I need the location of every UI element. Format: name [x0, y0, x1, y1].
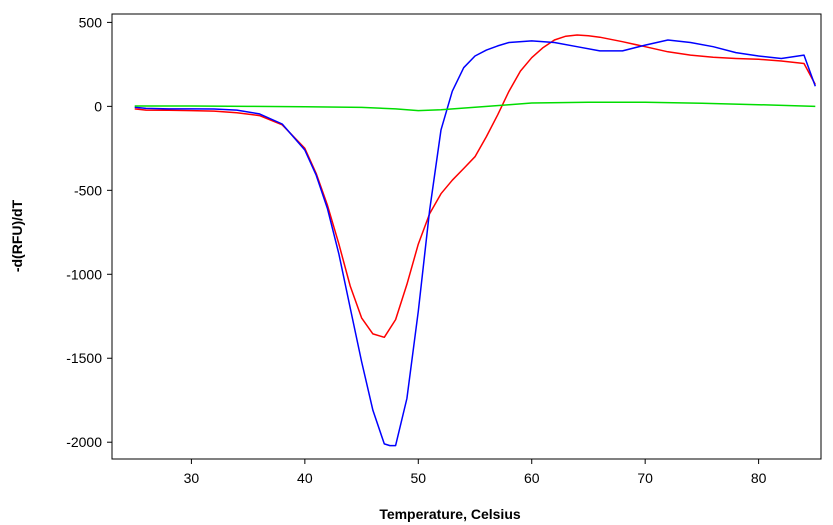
y-tick-label: -500 [74, 182, 102, 198]
plot-area [111, 13, 822, 460]
y-axis-ticks: 500 0 -500 -1000 -1500 -2000 [66, 14, 112, 450]
y-tick-label: -1000 [66, 266, 102, 282]
y-tick-label: -2000 [66, 434, 102, 450]
x-tick-label: 50 [410, 470, 426, 486]
series-layer [134, 34, 817, 447]
series-line-1 [134, 39, 817, 447]
x-tick-label: 60 [524, 470, 540, 486]
series-line-2 [134, 101, 816, 112]
x-tick-label: 80 [751, 470, 767, 486]
x-tick-label: 40 [297, 470, 313, 486]
x-axis-title: Temperature, Celsius [379, 506, 521, 522]
y-tick-label: 0 [94, 98, 102, 114]
y-tick-label: -1500 [66, 350, 102, 366]
y-axis-title: -d(RFU)/dT [9, 199, 25, 272]
x-tick-label: 70 [637, 470, 653, 486]
y-tick-label: 500 [79, 14, 103, 30]
x-axis-ticks: 30 40 50 60 70 80 [184, 459, 767, 486]
x-tick-label: 30 [184, 470, 200, 486]
